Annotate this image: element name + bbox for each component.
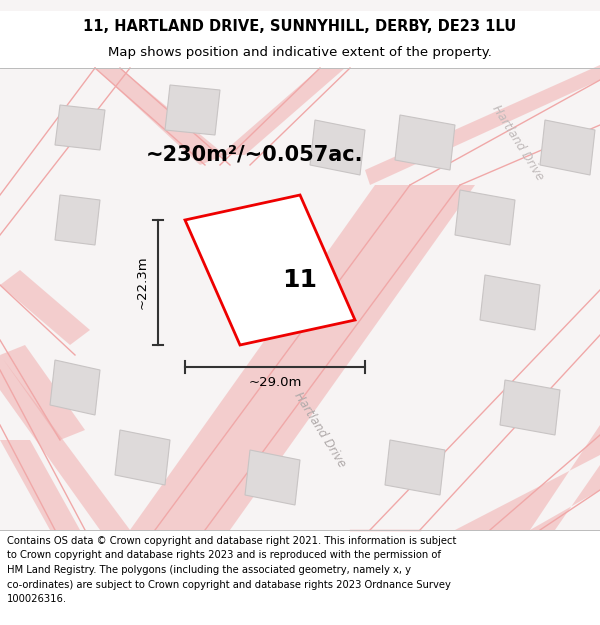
Polygon shape	[165, 85, 220, 135]
Polygon shape	[365, 65, 600, 185]
Polygon shape	[455, 425, 600, 530]
Polygon shape	[0, 355, 130, 530]
Polygon shape	[455, 190, 515, 245]
Polygon shape	[395, 115, 455, 170]
Text: ~230m²/~0.057ac.: ~230m²/~0.057ac.	[146, 145, 364, 165]
Polygon shape	[55, 105, 105, 150]
Polygon shape	[480, 275, 540, 330]
Polygon shape	[500, 380, 560, 435]
Text: Hartland Drive: Hartland Drive	[292, 390, 349, 470]
Polygon shape	[115, 430, 170, 485]
Text: to Crown copyright and database rights 2023 and is reproduced with the permissio: to Crown copyright and database rights 2…	[7, 551, 441, 561]
Text: 11, HARTLAND DRIVE, SUNNYHILL, DERBY, DE23 1LU: 11, HARTLAND DRIVE, SUNNYHILL, DERBY, DE…	[83, 19, 517, 34]
Polygon shape	[245, 450, 300, 505]
Text: 11: 11	[283, 268, 317, 292]
Bar	[0, 530, 600, 625]
Text: Map shows position and indicative extent of the property.: Map shows position and indicative extent…	[108, 46, 492, 59]
Polygon shape	[220, 68, 345, 155]
Polygon shape	[0, 345, 85, 440]
Bar	[0, 11, 600, 68]
Text: Hartland Drive: Hartland Drive	[490, 103, 547, 183]
Text: ~29.0m: ~29.0m	[248, 376, 302, 389]
Polygon shape	[0, 440, 80, 530]
Text: co-ordinates) are subject to Crown copyright and database rights 2023 Ordnance S: co-ordinates) are subject to Crown copyr…	[7, 579, 451, 589]
Text: Contains OS data © Crown copyright and database right 2021. This information is : Contains OS data © Crown copyright and d…	[7, 536, 457, 546]
Polygon shape	[540, 120, 595, 175]
Text: ~22.3m: ~22.3m	[136, 256, 149, 309]
Polygon shape	[50, 360, 100, 415]
Polygon shape	[530, 465, 600, 530]
Polygon shape	[385, 440, 445, 495]
Bar	[0, 68, 600, 530]
Polygon shape	[310, 120, 365, 175]
Polygon shape	[55, 195, 100, 245]
Polygon shape	[185, 195, 355, 345]
Text: HM Land Registry. The polygons (including the associated geometry, namely x, y: HM Land Registry. The polygons (includin…	[7, 565, 411, 575]
Polygon shape	[130, 185, 475, 530]
Polygon shape	[0, 270, 90, 345]
Text: 100026316.: 100026316.	[7, 594, 67, 604]
Polygon shape	[95, 68, 225, 165]
